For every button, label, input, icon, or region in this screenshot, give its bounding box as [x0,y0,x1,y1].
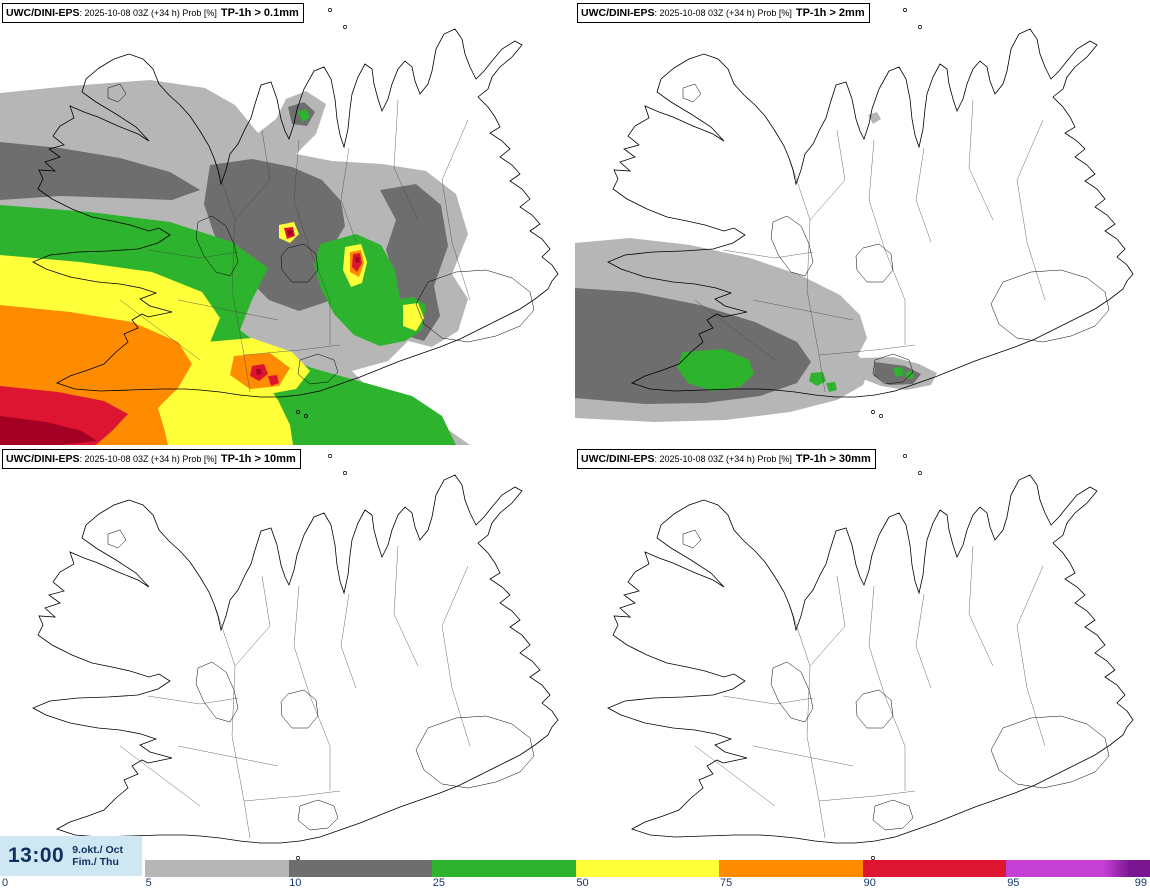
panel-title: UWC/DINI-EPS: 2025-10-08 03Z (+34 h) Pro… [577,3,870,23]
legend-tick: 10 [289,877,302,889]
glacier-outlines [682,83,1110,385]
model-name: UWC/DINI-EPS [6,453,80,465]
region-boundaries [694,545,1046,839]
panel-title: UWC/DINI-EPS: 2025-10-08 03Z (+34 h) Pro… [577,449,876,469]
legend-segment [288,860,433,877]
model-name: UWC/DINI-EPS [581,7,655,19]
run-info: : 2025-10-08 03Z (+34 h) Prob [%] [79,454,217,464]
map-slot [0,0,575,445]
colorbar-ticks: 0 5 10 25 50 75 90 95 99 [0,877,1150,891]
threshold-label: TP-1h > 30mm [795,453,871,465]
model-name: UWC/DINI-EPS [6,7,80,19]
threshold-label: TP-1h > 2mm [795,7,865,19]
region-boundaries [119,99,471,393]
panel-prob-tp-30mm: UWC/DINI-EPS: 2025-10-08 03Z (+34 h) Pro… [575,446,1150,891]
iceland-map [32,454,559,864]
panel-prob-tp-2mm: UWC/DINI-EPS: 2025-10-08 03Z (+34 h) Pro… [575,0,1150,445]
threshold-label: TP-1h > 10mm [220,453,296,465]
probability-colorbar [145,860,1150,877]
glacier-outlines [682,529,1110,831]
legend-tick: 75 [720,877,733,889]
legend-segment [432,860,576,877]
legend-tick: 5 [145,877,152,889]
valid-date-bottom: Fim./ Thu [72,856,119,868]
coastline [32,28,559,398]
iceland-map [607,454,1134,864]
panel-prob-tp-10mm: UWC/DINI-EPS: 2025-10-08 03Z (+34 h) Pro… [0,446,575,891]
legend-tick: 25 [432,877,446,889]
valid-date: 9.okt./ Oct Fim./ Thu [72,844,123,868]
islets [871,454,922,864]
legend-tick: 95 [1007,877,1020,889]
legend-tick: 50 [576,877,589,889]
threshold-label: TP-1h > 0.1mm [220,7,299,19]
valid-time-box: 13:00 9.okt./ Oct Fim./ Thu [0,836,142,876]
probability-field [575,112,937,422]
islets [296,8,347,418]
region-boundaries [694,99,1046,393]
map-slot [575,0,1150,445]
coastline [607,28,1134,398]
map-slot [0,446,575,891]
run-info: : 2025-10-08 03Z (+34 h) Prob [%] [654,8,792,18]
glacier-outlines [107,529,535,831]
run-info: : 2025-10-08 03Z (+34 h) Prob [%] [79,8,217,18]
islets [296,454,347,864]
run-info: : 2025-10-08 03Z (+34 h) Prob [%] [654,454,792,464]
legend-segment [862,860,1007,877]
valid-time: 13:00 [8,844,65,867]
model-name: UWC/DINI-EPS [581,453,655,465]
legend-segment [575,860,720,877]
legend-tick: 99 [1134,877,1147,889]
legend-segment [145,860,289,877]
map-slot [575,446,1150,891]
valid-date-top: 9.okt./ Oct [72,844,123,856]
legend-segment [719,860,863,877]
glacier-outlines [107,83,535,385]
region-boundaries [119,545,471,839]
panel-prob-tp-0p1mm: UWC/DINI-EPS: 2025-10-08 03Z (+34 h) Pro… [0,0,575,445]
probability-field [0,80,470,445]
islets [871,8,922,418]
legend-segment [1006,860,1150,877]
panel-title: UWC/DINI-EPS: 2025-10-08 03Z (+34 h) Pro… [2,3,304,23]
iceland-map [0,8,559,445]
iceland-map [575,8,1134,422]
panel-title: UWC/DINI-EPS: 2025-10-08 03Z (+34 h) Pro… [2,449,301,469]
coastline [32,474,559,844]
coastline [607,474,1134,844]
legend-tick: 0 [2,877,9,889]
legend-tick: 90 [863,877,876,889]
